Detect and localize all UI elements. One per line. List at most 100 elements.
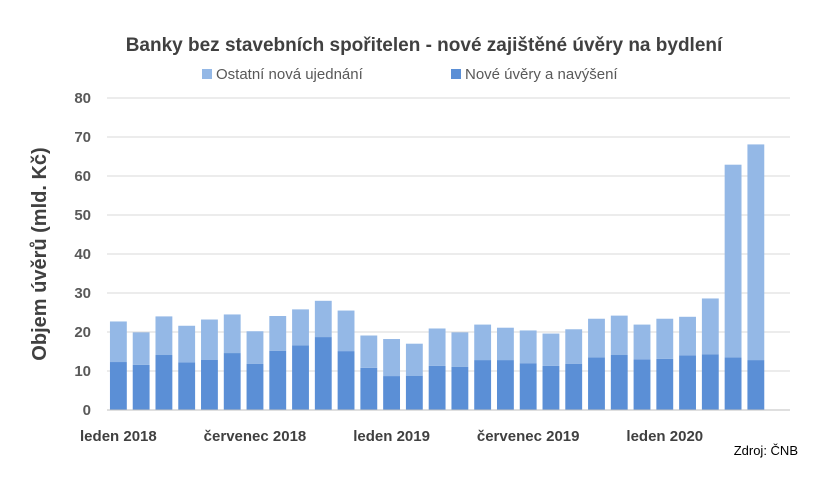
source-note: Zdroj: ČNB <box>734 443 798 458</box>
bar-stack <box>496 327 514 410</box>
y-tick-label: 20 <box>74 324 91 341</box>
bar-new-loans <box>109 362 127 410</box>
y-tick-label: 50 <box>74 207 91 224</box>
y-tick-label: 0 <box>83 402 91 419</box>
bar-new-loans <box>292 345 309 410</box>
bar-other <box>565 329 583 364</box>
bar-stack <box>701 298 719 410</box>
bar-stack <box>747 144 765 410</box>
bar-other <box>201 319 218 360</box>
bar-stack <box>223 314 241 410</box>
bar-new-loans <box>633 359 651 410</box>
bar-other <box>269 316 287 351</box>
bar-other <box>610 315 628 356</box>
bar-new-loans <box>588 357 605 410</box>
bar-other <box>246 331 264 364</box>
bar-stack <box>542 333 560 410</box>
bar-new-loans <box>383 376 401 410</box>
bar-new-loans <box>519 363 537 410</box>
bar-other <box>383 339 401 377</box>
bar-stack <box>201 319 218 410</box>
bar-new-loans <box>451 366 469 410</box>
bar-other <box>109 321 127 363</box>
bar-stack <box>474 324 492 410</box>
bar-other <box>155 316 173 356</box>
bar-other <box>132 332 150 365</box>
bars <box>109 144 765 410</box>
y-axis-label: Objem úvěrů (mld. Kč) <box>29 147 51 360</box>
bar-stack <box>610 315 628 410</box>
bar-stack <box>360 335 378 410</box>
bar-stack <box>679 316 696 410</box>
x-tick-label: červenec 2018 <box>204 428 307 445</box>
bar-new-loans <box>747 360 765 410</box>
bar-other <box>656 318 674 359</box>
y-tick-label: 30 <box>74 285 91 302</box>
bar-other <box>360 335 378 368</box>
y-tick-label: 60 <box>74 168 91 185</box>
bar-stack <box>246 331 264 410</box>
bar-new-loans <box>405 375 423 410</box>
y-axis-ticks: 0 10 20 30 40 50 60 70 80 <box>74 90 91 419</box>
bar-stack <box>337 310 355 410</box>
bar-other <box>428 328 446 366</box>
chart-title: Banky bez stavebních spořitelen - nové z… <box>126 35 723 56</box>
bar-stack <box>588 318 605 410</box>
bar-other <box>337 310 355 352</box>
bar-stack <box>292 309 309 410</box>
x-axis-ticks: leden 2018 červenec 2018 leden 2019 červene… <box>80 428 703 445</box>
x-tick-label: červenec 2019 <box>477 428 580 445</box>
bar-stack <box>109 321 127 410</box>
bar-new-loans <box>656 358 674 410</box>
bar-stack <box>383 339 401 410</box>
bar-stack <box>633 324 651 410</box>
bar-other <box>724 164 742 358</box>
bar-new-loans <box>223 353 241 410</box>
bar-new-loans <box>155 355 173 410</box>
y-tick-label: 80 <box>74 90 91 107</box>
y-tick-label: 10 <box>74 363 91 380</box>
bar-new-loans <box>679 355 696 410</box>
bar-other <box>701 298 719 355</box>
bar-new-loans <box>337 351 355 410</box>
legend-label-other: Ostatní nová ujednání <box>216 66 364 83</box>
bar-new-loans <box>246 363 264 410</box>
bar-new-loans <box>542 365 560 410</box>
bar-new-loans <box>269 350 287 410</box>
bar-stack <box>269 316 287 410</box>
bar-new-loans <box>474 360 492 410</box>
bar-other <box>178 325 196 363</box>
bar-stack <box>132 332 150 410</box>
bar-stack <box>314 300 332 410</box>
bar-other <box>496 327 514 361</box>
legend-swatch-other <box>202 69 212 79</box>
bar-new-loans <box>201 359 218 410</box>
bar-other <box>542 333 560 366</box>
bar-other <box>314 300 332 338</box>
bar-other <box>588 318 605 358</box>
bar-other <box>223 314 241 354</box>
x-tick-label: leden 2019 <box>353 428 430 445</box>
legend: Ostatní nová ujednání Nové úvěry a navýš… <box>202 66 618 83</box>
bar-stack <box>724 164 742 410</box>
bar-other <box>519 330 537 364</box>
x-tick-label: leden 2018 <box>80 428 157 445</box>
bar-other <box>747 144 765 361</box>
bar-new-loans <box>314 337 332 410</box>
bar-other <box>679 316 696 356</box>
bar-other <box>405 343 423 376</box>
legend-swatch-new-loans <box>451 69 461 79</box>
bar-other <box>633 324 651 360</box>
bar-other <box>451 332 469 367</box>
bar-other <box>474 324 492 361</box>
bar-stack <box>405 343 423 410</box>
bar-other <box>292 309 309 346</box>
bar-stack <box>565 329 583 410</box>
bar-new-loans <box>724 357 742 410</box>
bar-new-loans <box>428 365 446 410</box>
bar-new-loans <box>496 360 514 410</box>
bar-new-loans <box>701 354 719 410</box>
bar-stack <box>155 316 173 410</box>
gridlines <box>107 97 790 372</box>
